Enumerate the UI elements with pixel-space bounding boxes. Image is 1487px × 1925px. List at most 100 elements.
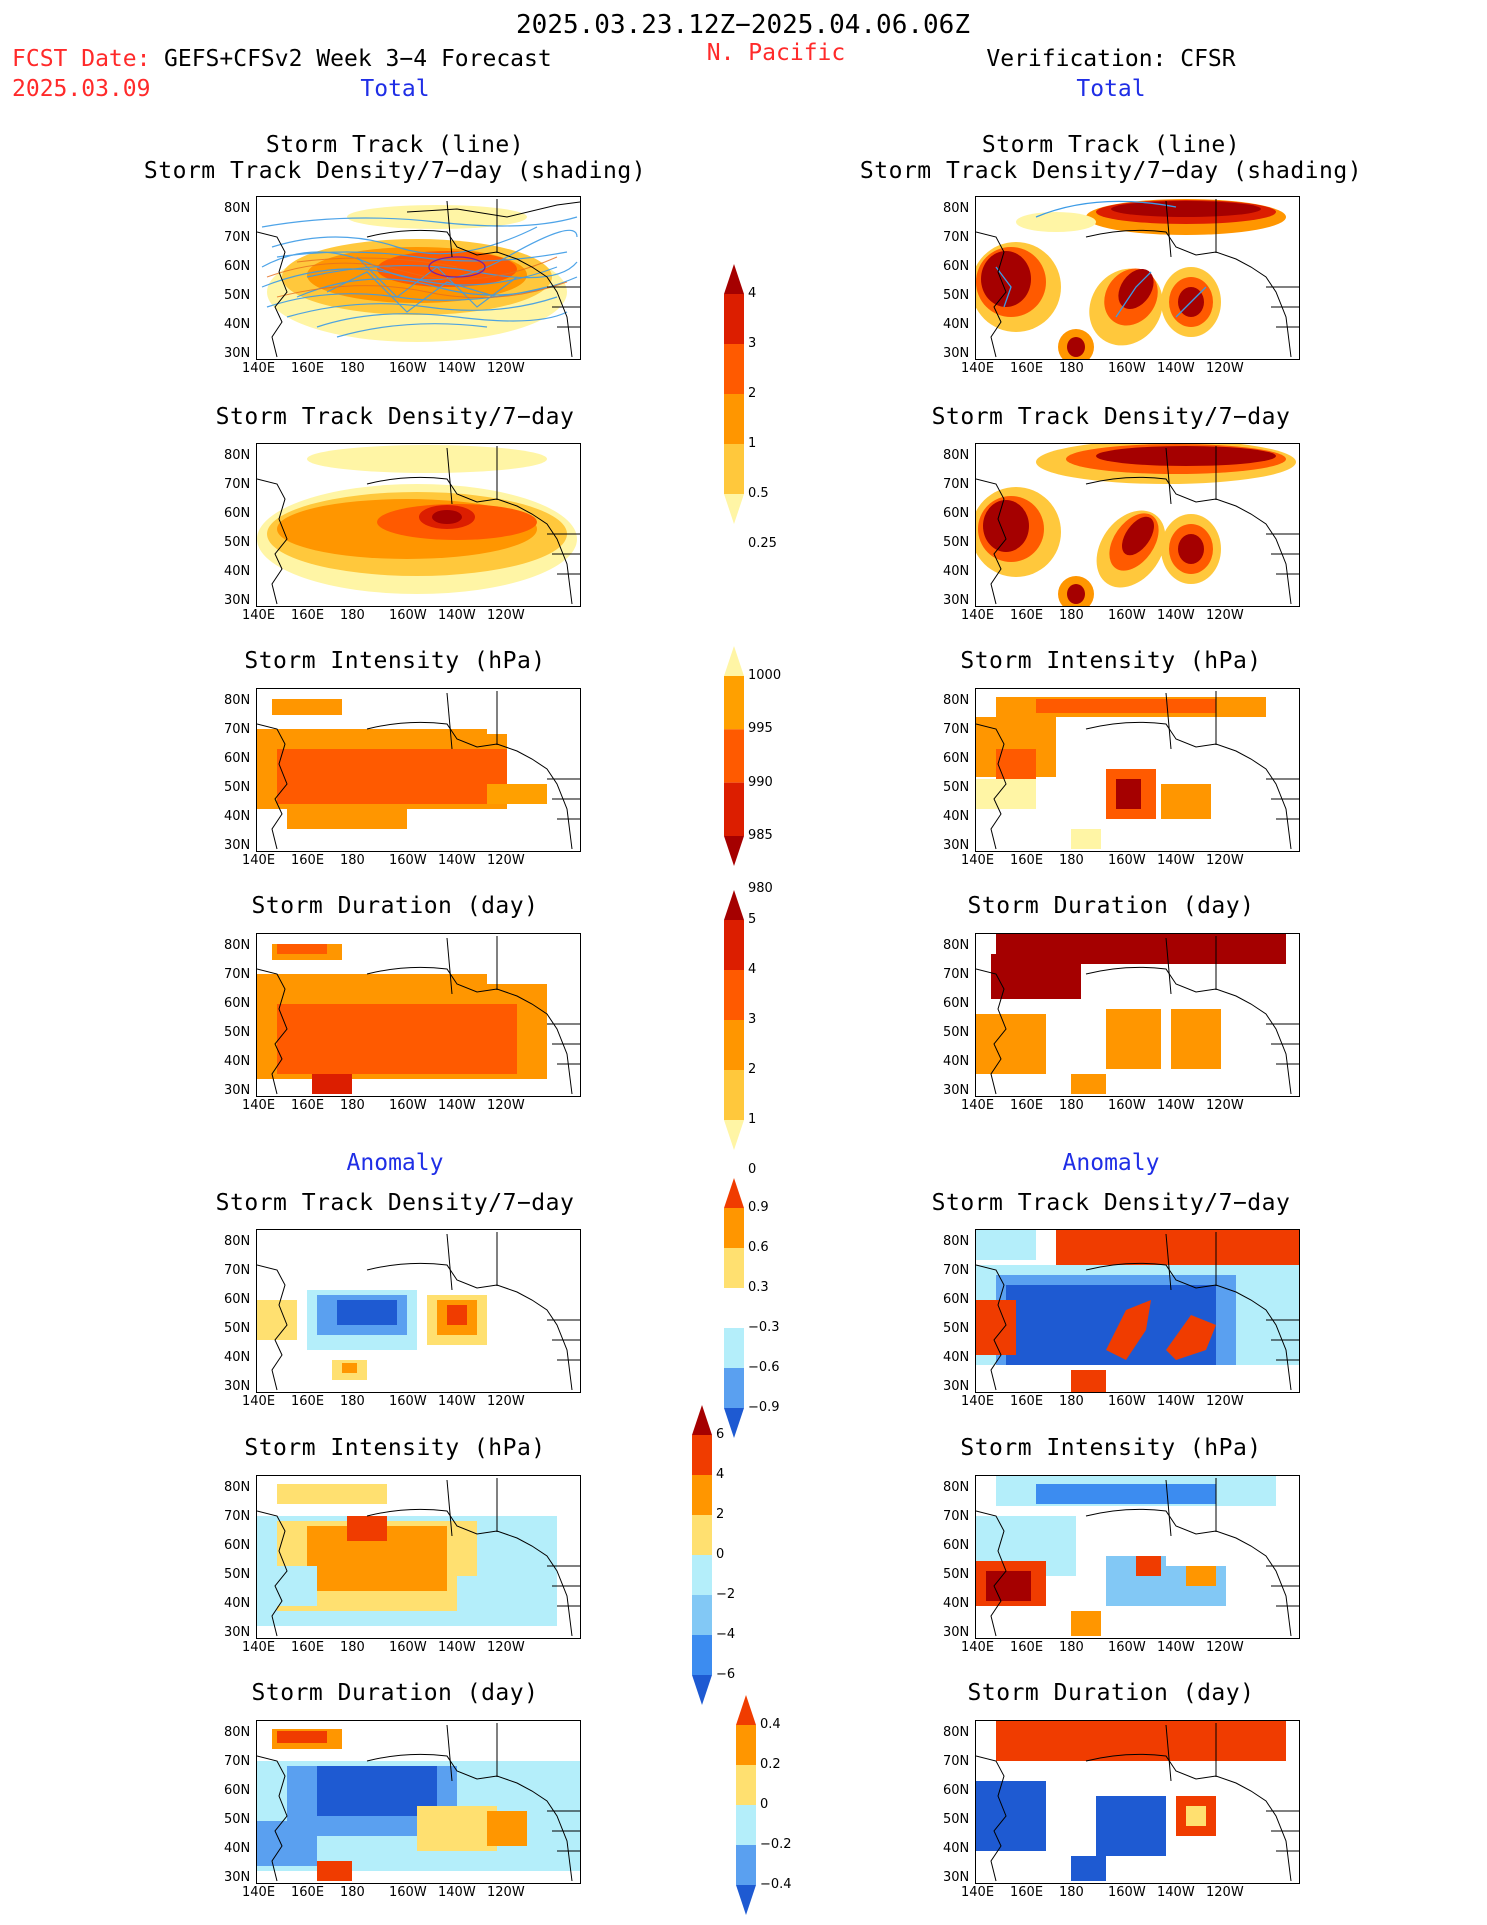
lon-tick-label: 140W — [1157, 361, 1195, 376]
total-label-left: Total — [360, 76, 430, 102]
lon-tick-label: 180 — [340, 1885, 365, 1900]
lat-tick-label: 50N — [943, 1025, 970, 1040]
fcst-date-value: 2025.03.09 — [12, 76, 151, 102]
colorbar-segment — [736, 1845, 756, 1885]
lon-tick-label: 160W — [1108, 853, 1146, 868]
colorbar-tick-label: 980 — [748, 881, 773, 897]
lon-tick-label: 160E — [1010, 1885, 1044, 1900]
colorbar-segment — [724, 1070, 744, 1120]
colorbar-segment — [724, 676, 744, 730]
colorbar-segment — [724, 1020, 744, 1070]
lon-tick-label: 140E — [242, 1885, 276, 1900]
lat-tick-label: 80N — [943, 1480, 970, 1495]
lat-tick-label: 50N — [224, 1812, 251, 1827]
colorbar-segment — [724, 729, 744, 783]
fcst-date-label: FCST Date: — [12, 46, 151, 72]
colorbar-segment — [736, 1885, 756, 1915]
lon-tick-label: 160E — [1010, 1640, 1044, 1655]
map-intensity-anom-verif — [975, 1475, 1300, 1639]
colorbar-tick-label: 0.6 — [748, 1240, 769, 1255]
map-track-density-fcst — [256, 443, 581, 607]
title-intensity-verif: Storm Intensity (hPa) — [960, 648, 1262, 674]
lat-tick-label: 30N — [943, 838, 970, 853]
lat-tick-label: 80N — [224, 1234, 251, 1249]
verification-title: Verification: CFSR — [986, 46, 1236, 72]
lon-tick-label: 140W — [438, 608, 476, 623]
lon-tick-label: 140E — [961, 608, 995, 623]
lon-tick-label: 120W — [1206, 1640, 1244, 1655]
colorbar-segment — [724, 1208, 744, 1248]
lon-tick-label: 120W — [1206, 1394, 1244, 1409]
lat-tick-label: 40N — [224, 809, 251, 824]
lat-tick-label: 60N — [224, 1783, 251, 1798]
lat-tick-label: 70N — [224, 967, 251, 982]
lat-tick-label: 40N — [224, 1841, 251, 1856]
lon-tick-label: 140E — [961, 1885, 995, 1900]
lon-tick-label: 140W — [438, 361, 476, 376]
map-duration-verif — [975, 933, 1300, 1097]
lat-tick-label: 40N — [943, 317, 970, 332]
colorbar-tick-label: −2 — [716, 1587, 736, 1602]
lon-tick-label: 140W — [438, 1394, 476, 1409]
lon-tick-label: 160E — [1010, 1394, 1044, 1409]
lon-tick-label: 180 — [340, 608, 365, 623]
map-density-anom-fcst — [256, 1229, 581, 1393]
title-intensity-fcst: Storm Intensity (hPa) — [244, 648, 546, 674]
lat-tick-label: 60N — [224, 506, 251, 521]
colorbar-tick-label: 0.25 — [748, 536, 777, 551]
lat-tick-label: 80N — [224, 1480, 251, 1495]
lon-tick-label: 140E — [961, 361, 995, 376]
map-intensity-verif — [975, 688, 1300, 852]
colorbar-segment — [724, 1328, 744, 1368]
colorbar-segment — [692, 1675, 712, 1705]
colorbar-segment — [724, 294, 744, 344]
lat-tick-label: 40N — [224, 1054, 251, 1069]
lat-tick-label: 70N — [943, 722, 970, 737]
colorbar-tick-label: 4 — [748, 962, 757, 977]
fcst-model-title: GEFS+CFSv2 Week 3−4 Forecast — [164, 46, 552, 72]
lon-tick-label: 160W — [389, 1885, 427, 1900]
map-duration-fcst — [256, 933, 581, 1097]
lat-tick-label: 80N — [943, 693, 970, 708]
colorbar-tick-label: 0.4 — [760, 1717, 781, 1732]
lat-tick-label: 50N — [224, 1025, 251, 1040]
lon-tick-label: 120W — [1206, 608, 1244, 623]
colorbar-tick-label: 0.9 — [748, 1200, 769, 1215]
colorbar-segment — [724, 1288, 744, 1328]
colorbar-tick-label: 995 — [748, 721, 773, 737]
lat-tick-label: 50N — [224, 1321, 251, 1336]
lon-tick-label: 160W — [389, 608, 427, 623]
lon-tick-label: 140E — [242, 1394, 276, 1409]
colorbar-tick-label: 1 — [748, 1112, 757, 1127]
map-intensity-fcst — [256, 688, 581, 852]
colorbar-intensity: 1000 995 990 985 980 — [724, 646, 804, 896]
map-track-density-verif — [975, 443, 1300, 607]
lat-tick-label: 30N — [224, 1379, 251, 1394]
colorbar-tick-label: −4 — [716, 1627, 736, 1642]
lon-tick-label: 180 — [1059, 608, 1084, 623]
lon-tick-label: 140E — [242, 361, 276, 376]
lon-tick-label: 160W — [1108, 1640, 1146, 1655]
lat-tick-label: 30N — [224, 346, 251, 361]
colorbar-duration: 5 4 3 2 1 0 — [724, 890, 804, 1177]
lon-tick-label: 160E — [291, 1640, 325, 1655]
lon-tick-label: 140W — [1157, 1640, 1195, 1655]
lat-tick-label: 30N — [224, 593, 251, 608]
colorbar-tick-label: −0.4 — [760, 1877, 792, 1892]
colorbar-segment — [724, 782, 744, 836]
colorbar-intensity-anomaly: 6 4 2 0 −2 −4 −6 — [692, 1405, 802, 1715]
lat-tick-label: 40N — [224, 1596, 251, 1611]
lon-tick-label: 180 — [1059, 1640, 1084, 1655]
lon-tick-label: 120W — [487, 1098, 525, 1113]
colorbar-segment — [724, 970, 744, 1020]
lon-tick-label: 120W — [1206, 853, 1244, 868]
lat-tick-label: 40N — [943, 809, 970, 824]
title-duration-verif: Storm Duration (day) — [967, 893, 1255, 919]
lat-tick-label: 30N — [943, 1625, 970, 1640]
colorbar-segment — [724, 1178, 744, 1208]
lon-tick-label: 180 — [340, 1640, 365, 1655]
map-duration-anom-verif — [975, 1720, 1300, 1884]
lat-tick-label: 60N — [943, 751, 970, 766]
lat-tick-label: 50N — [224, 1567, 251, 1582]
lon-tick-label: 180 — [340, 361, 365, 376]
